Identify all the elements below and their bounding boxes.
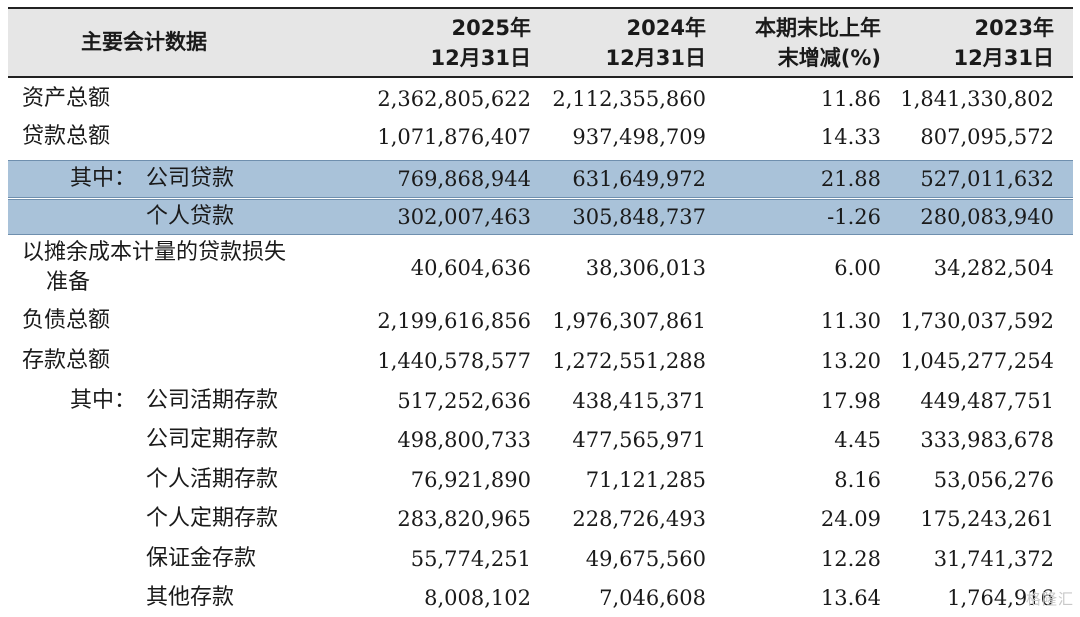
watermark-logo: 格隆汇 bbox=[1025, 590, 1074, 608]
header-2023: 2023年 12月31日 bbox=[953, 16, 1054, 70]
row-prefix: 其中： bbox=[70, 166, 137, 191]
header-item: 主要会计数据 bbox=[81, 30, 207, 54]
table-row: 以摊余成本计量的贷款损失 准备 40,604,636 38,306,013 6.… bbox=[8, 236, 1073, 300]
table-row: 资产总额 2,362,805,622 2,112,355,860 11.86 1… bbox=[8, 80, 1073, 118]
row-label: 公司贷款 bbox=[146, 166, 235, 191]
header-change-pct: 本期末比上年 末增减(%) bbox=[755, 16, 881, 70]
table-row: 个人活期存款 76,921,890 71,121,285 8.16 53,056… bbox=[8, 461, 1073, 499]
table-row: 负债总额 2,199,616,856 1,976,307,861 11.30 1… bbox=[8, 302, 1073, 340]
row-prefix: 其中： bbox=[70, 388, 137, 413]
header-2024: 2024年 12月31日 bbox=[605, 16, 706, 70]
table-row-highlighted: 个人贷款 302,007,463 305,848,737 -1.26 280,0… bbox=[8, 199, 1073, 235]
row-label: 贷款总额 bbox=[22, 124, 111, 149]
row-label-line1: 以摊余成本计量的贷款损失 bbox=[22, 240, 287, 265]
row-label: 其他存款 bbox=[146, 585, 235, 610]
row-label-line2: 准备 bbox=[46, 270, 91, 295]
table-header: 主要会计数据 2025年 12月31日 2024年 12月31日 本期末比上年 … bbox=[8, 9, 1073, 78]
table-row: 个人定期存款 283,820,965 228,726,493 24.09 175… bbox=[8, 500, 1073, 538]
row-label: 公司定期存款 bbox=[146, 427, 279, 452]
table-row: 公司定期存款 498,800,733 477,565,971 4.45 333,… bbox=[8, 421, 1073, 459]
table-top-rule bbox=[8, 7, 1073, 9]
table-row-highlighted: 其中： 公司贷款 769,868,944 631,649,972 21.88 5… bbox=[8, 160, 1073, 198]
table-row: 存款总额 1,440,578,577 1,272,551,288 13.20 1… bbox=[8, 342, 1073, 380]
table-row: 贷款总额 1,071,876,407 937,498,709 14.33 807… bbox=[8, 118, 1073, 156]
row-label: 存款总额 bbox=[22, 348, 111, 373]
row-label: 保证金存款 bbox=[146, 546, 257, 571]
row-label: 负债总额 bbox=[22, 308, 111, 333]
row-label: 公司活期存款 bbox=[146, 388, 279, 413]
row-label: 个人定期存款 bbox=[146, 506, 279, 531]
row-label: 资产总额 bbox=[22, 86, 111, 111]
row-label: 个人贷款 bbox=[146, 204, 235, 229]
row-label: 个人活期存款 bbox=[146, 467, 279, 492]
table-row: 保证金存款 55,774,251 49,675,560 12.28 31,741… bbox=[8, 540, 1073, 578]
header-2025: 2025年 12月31日 bbox=[430, 16, 531, 70]
table-row: 其他存款 8,008,102 7,046,608 13.64 1,764,916 bbox=[8, 579, 1073, 613]
table-row: 其中： 公司活期存款 517,252,636 438,415,371 17.98… bbox=[8, 382, 1073, 420]
